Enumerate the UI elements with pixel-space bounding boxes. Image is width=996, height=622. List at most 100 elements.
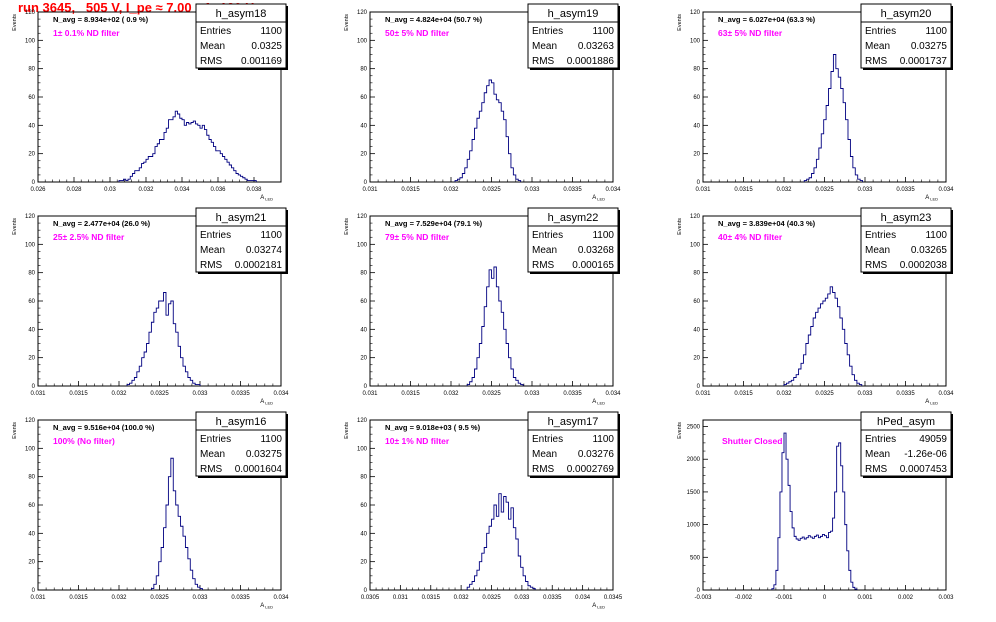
- histogram-panel-h_asym18: 0 20 40 60 80 100 120 0.026 0.028 0.03 0.032 0.034 0…: [12, 3, 288, 202]
- navg-text: N_avg = 8.934e+02 ( 0.9 %): [53, 15, 149, 24]
- y-tick-label: 120: [690, 214, 701, 220]
- x-tick-label: 0.034: [605, 187, 621, 193]
- navg-text: N_avg = 2.477e+04 (26.0 %): [53, 219, 151, 228]
- stats-label: RMS: [200, 260, 223, 271]
- x-tick-label: 0.034: [938, 391, 954, 397]
- filter-label: 25± 2.5% ND filter: [53, 232, 125, 242]
- histogram-line: [466, 493, 536, 590]
- x-tick-label: 0.0335: [231, 391, 250, 397]
- stats-label: Entries: [532, 230, 563, 241]
- x-tick-label: 0.033: [524, 187, 540, 193]
- stats-value: 0.03276: [578, 449, 615, 460]
- stats-box: [195, 411, 287, 477]
- x-tick-label: 0.032: [454, 595, 470, 601]
- y-tick-label: 20: [28, 560, 35, 566]
- x-tick-label: 0.032: [776, 391, 792, 397]
- stats-box: [195, 3, 287, 69]
- y-tick-label: 100: [357, 446, 368, 452]
- x-axis-label: ALED: [592, 195, 605, 202]
- x-tick-label: 0.034: [273, 595, 289, 601]
- y-tick-label: 0: [364, 588, 368, 594]
- y-tick-label: 20: [360, 152, 367, 158]
- stats-value: 0.03274: [246, 245, 283, 256]
- y-tick-label: 120: [25, 418, 36, 424]
- navg-text: N_avg = 4.824e+04 (50.7 %): [385, 15, 483, 24]
- x-axis-label: ALED: [592, 399, 605, 406]
- y-tick-label: 20: [360, 356, 367, 362]
- stats-value: 0.0001604: [235, 464, 283, 475]
- x-tick-label: 0.0315: [401, 187, 420, 193]
- y-axis-label: Events: [344, 218, 350, 235]
- y-tick-label: 80: [28, 271, 35, 277]
- x-tick-label: 0.032: [776, 187, 792, 193]
- histogram-line: [150, 457, 203, 590]
- stats-value: 0.0001886: [567, 56, 615, 67]
- histogram-line: [783, 286, 863, 386]
- y-tick-label: 60: [28, 299, 35, 305]
- y-tick-label: 80: [360, 67, 367, 73]
- x-tick-label: 0.033: [857, 187, 873, 193]
- stats-label: Entries: [200, 26, 231, 37]
- filter-label: 63± 5% ND filter: [718, 28, 783, 38]
- x-tick-label: 0.033: [192, 391, 208, 397]
- y-tick-label: 120: [25, 10, 36, 16]
- x-tick-label: 0.001: [857, 595, 873, 601]
- x-tick-label: 0.002: [898, 595, 914, 601]
- y-tick-label: 0: [364, 180, 368, 186]
- y-axis-label: Events: [344, 14, 350, 31]
- histogram-name: h_asym18: [216, 8, 267, 20]
- filter-label: 1± 0.1% ND filter: [53, 28, 120, 38]
- x-tick-label: 0.0335: [896, 187, 915, 193]
- x-tick-label: 0.032: [111, 391, 127, 397]
- stats-value: 1100: [592, 26, 614, 37]
- x-tick-label: 0.0335: [896, 391, 915, 397]
- y-tick-label: 60: [360, 503, 367, 509]
- histogram-name: h_asym16: [216, 416, 267, 428]
- y-tick-label: 20: [360, 560, 367, 566]
- y-tick-label: 0: [32, 384, 36, 390]
- stats-box: [860, 3, 952, 69]
- navg-text: N_avg = 3.839e+04 (40.3 %): [718, 219, 816, 228]
- histogram-name: h_asym23: [881, 212, 932, 224]
- x-tick-label: 0.031: [362, 187, 378, 193]
- stats-value: 1100: [260, 26, 282, 37]
- y-tick-label: 0: [364, 384, 368, 390]
- x-tick-label: 0.034: [174, 187, 190, 193]
- navg-text: N_avg = 6.027e+04 (63.3 %): [718, 15, 816, 24]
- y-axis-label: Events: [677, 218, 683, 235]
- y-tick-label: 0: [697, 384, 701, 390]
- y-tick-label: 40: [360, 531, 367, 537]
- filter-label: 79± 5% ND filter: [385, 232, 450, 242]
- x-tick-label: 0.034: [605, 391, 621, 397]
- stats-value: 0.03268: [578, 245, 615, 256]
- y-tick-label: 60: [28, 503, 35, 509]
- x-axis-label: ALED: [925, 399, 938, 406]
- y-tick-label: 120: [357, 214, 368, 220]
- y-tick-label: 80: [28, 475, 35, 481]
- stats-value: -1.26e-06: [904, 449, 947, 460]
- x-tick-label: 0: [823, 595, 827, 601]
- stats-box: [195, 207, 287, 273]
- stats-box: [527, 3, 619, 69]
- histogram-name: h_asym21: [216, 212, 267, 224]
- y-tick-label: 100: [25, 446, 36, 452]
- y-tick-label: 80: [28, 67, 35, 73]
- stats-value: 1100: [592, 230, 614, 241]
- histogram-panel-h_asym22: 0 20 40 60 80 100 120 0.031 0.0315 0.032 0.0325 0.0…: [344, 207, 621, 406]
- y-tick-label: 40: [693, 327, 700, 333]
- x-tick-label: -0.001: [775, 595, 793, 601]
- stats-label: Mean: [200, 41, 225, 52]
- stats-label: Mean: [532, 245, 557, 256]
- x-tick-label: 0.0325: [150, 595, 169, 601]
- x-tick-label: 0.0335: [231, 595, 250, 601]
- y-tick-label: 0: [32, 588, 36, 594]
- stats-label: RMS: [532, 260, 555, 271]
- x-tick-label: 0.0335: [543, 595, 562, 601]
- y-tick-label: 1000: [687, 523, 701, 529]
- navg-text: N_avg = 7.529e+04 (79.1 %): [385, 219, 483, 228]
- y-tick-label: 40: [360, 327, 367, 333]
- histogram-panel-h_asym20: 0 20 40 60 80 100 120 0.031 0.0315 0.032 0.0325 0.0…: [677, 3, 954, 202]
- x-tick-label: 0.033: [514, 595, 530, 601]
- stats-value: 0.03263: [578, 41, 615, 52]
- stats-label: RMS: [532, 56, 555, 67]
